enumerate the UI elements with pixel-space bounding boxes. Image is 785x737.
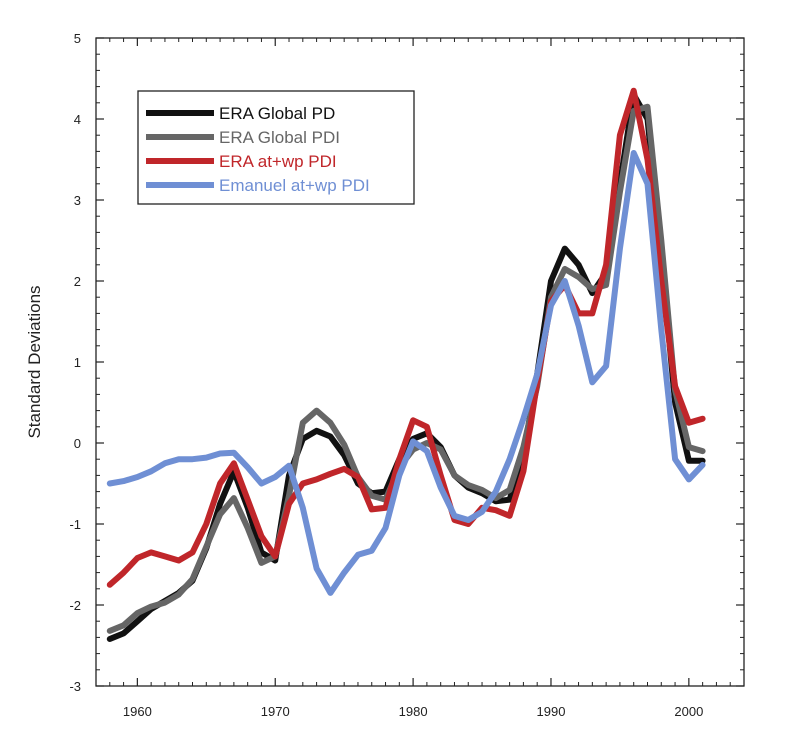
y-tick-label: 4 (74, 112, 81, 127)
y-tick-label: -3 (69, 679, 81, 694)
y-tick-label: 1 (74, 355, 81, 370)
y-tick-label: 5 (74, 31, 81, 46)
series-lines (106, 87, 706, 642)
tick-marks (95, 37, 745, 687)
series-line-4 (106, 150, 706, 596)
y-tick-label: -2 (69, 598, 81, 613)
y-tick-label: 0 (74, 436, 81, 451)
legend-label: Emanuel at+wp PDI (219, 176, 370, 195)
legend-items: ERA Global PD ERA Global PDI ERA at+wp PDI… (146, 104, 370, 195)
series-line-3 (106, 87, 706, 588)
x-tick-label: 1980 (399, 704, 428, 719)
x-tick-label: 2000 (674, 704, 703, 719)
tick-labels: 1960 1970 1980 1990 2000 -3 -2 -1 0 1 2 3 4 5 (69, 31, 703, 719)
y-tick-label: 3 (74, 193, 81, 208)
x-tick-label: 1960 (123, 704, 152, 719)
legend-label: ERA Global PDI (219, 128, 340, 147)
legend-label: ERA Global PD (219, 104, 335, 123)
y-tick-label: -1 (69, 517, 81, 532)
y-axis-label: Standard Deviations (25, 285, 44, 438)
legend: ERA Global PD ERA Global PDI ERA at+wp PDI… (137, 90, 415, 205)
x-tick-label: 1990 (537, 704, 566, 719)
legend-label: ERA at+wp PDI (219, 152, 337, 171)
x-tick-label: 1970 (261, 704, 290, 719)
y-tick-label: 2 (74, 274, 81, 289)
